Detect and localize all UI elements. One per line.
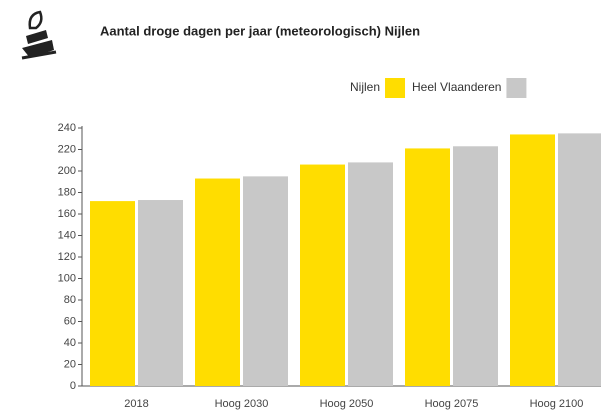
y-tick-label: 20 [64,358,76,370]
y-tick-label: 240 [58,122,76,134]
y-tick-label: 120 [58,251,76,263]
x-tick-label: Hoog 2075 [425,398,479,410]
y-tick-label: 140 [58,229,76,241]
x-tick-label: Hoog 2050 [320,398,374,410]
legend-label: Nijlen [350,80,380,94]
legend-swatch [506,78,527,98]
y-tick-label: 200 [58,165,76,177]
legend-swatch [385,78,406,98]
y-tick-label: 100 [58,272,76,284]
legend-label: Heel Vlaanderen [412,80,501,94]
y-tick-label: 0 [70,380,76,392]
bar [405,148,450,386]
y-tick-label: 220 [58,143,76,155]
x-tick-label: Hoog 2030 [215,398,269,410]
bar [558,133,601,386]
bar [138,200,183,386]
y-tick-label: 160 [58,208,76,220]
icon [21,10,57,60]
bar [510,134,555,386]
bar [348,162,393,386]
bar [453,146,498,386]
bar [300,164,345,386]
chart-title: Aantal droge dagen per jaar (meteorologi… [100,23,420,38]
bar [195,178,240,386]
x-tick-label: 2018 [124,398,148,410]
x-tick-label: Hoog 2100 [530,398,584,410]
y-tick-label: 80 [64,294,76,306]
y-tick-label: 180 [58,186,76,198]
y-tick-label: 60 [64,315,76,327]
bar [90,201,135,386]
bar [243,176,288,386]
y-tick-label: 40 [64,337,76,349]
